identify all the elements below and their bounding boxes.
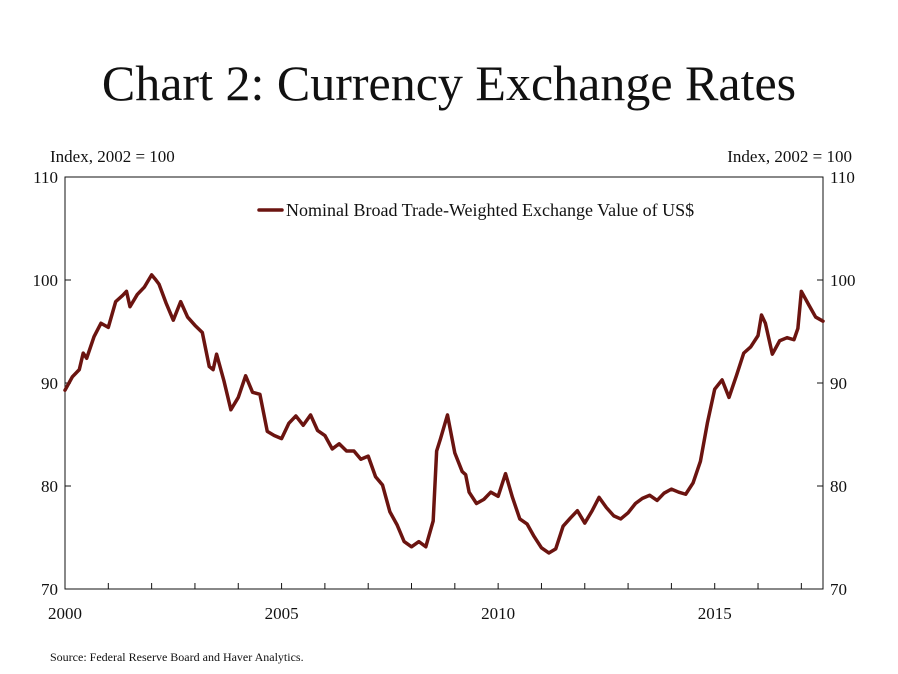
- y-tick-label-left: 90: [41, 374, 58, 393]
- y-tick-label-left: 100: [33, 271, 59, 290]
- y-tick-label-left: 70: [41, 580, 58, 599]
- y-tick-label-left: 80: [41, 477, 58, 496]
- right-axis-unit: Index, 2002 = 100: [727, 147, 852, 166]
- x-tick-label: 2015: [698, 604, 732, 623]
- y-tick-label-left: 110: [33, 168, 58, 187]
- left-axis-unit: Index, 2002 = 100: [50, 147, 175, 166]
- x-tick-label: 2005: [265, 604, 299, 623]
- y-tick-label-right: 90: [830, 374, 847, 393]
- y-tick-label-right: 80: [830, 477, 847, 496]
- series-line-nominal-broad-twi: [63, 273, 825, 555]
- plot-frame: [64, 176, 824, 590]
- axis-ticks: 70 70 80 80 90 90 100 100 110 110 2000 2005 2010 2015: [33, 168, 856, 623]
- source-note: Source: Federal Reserve Board and Haver …: [50, 650, 304, 664]
- y-tick-label-right: 110: [830, 168, 855, 187]
- x-tick-label: 2010: [481, 604, 515, 623]
- chart-title: Chart 2: Currency Exchange Rates: [101, 55, 797, 111]
- legend-label: Nominal Broad Trade-Weighted Exchange Va…: [286, 200, 694, 220]
- x-tick-label: 2000: [48, 604, 82, 623]
- y-tick-label-right: 70: [830, 580, 847, 599]
- y-tick-label-right: 100: [830, 271, 856, 290]
